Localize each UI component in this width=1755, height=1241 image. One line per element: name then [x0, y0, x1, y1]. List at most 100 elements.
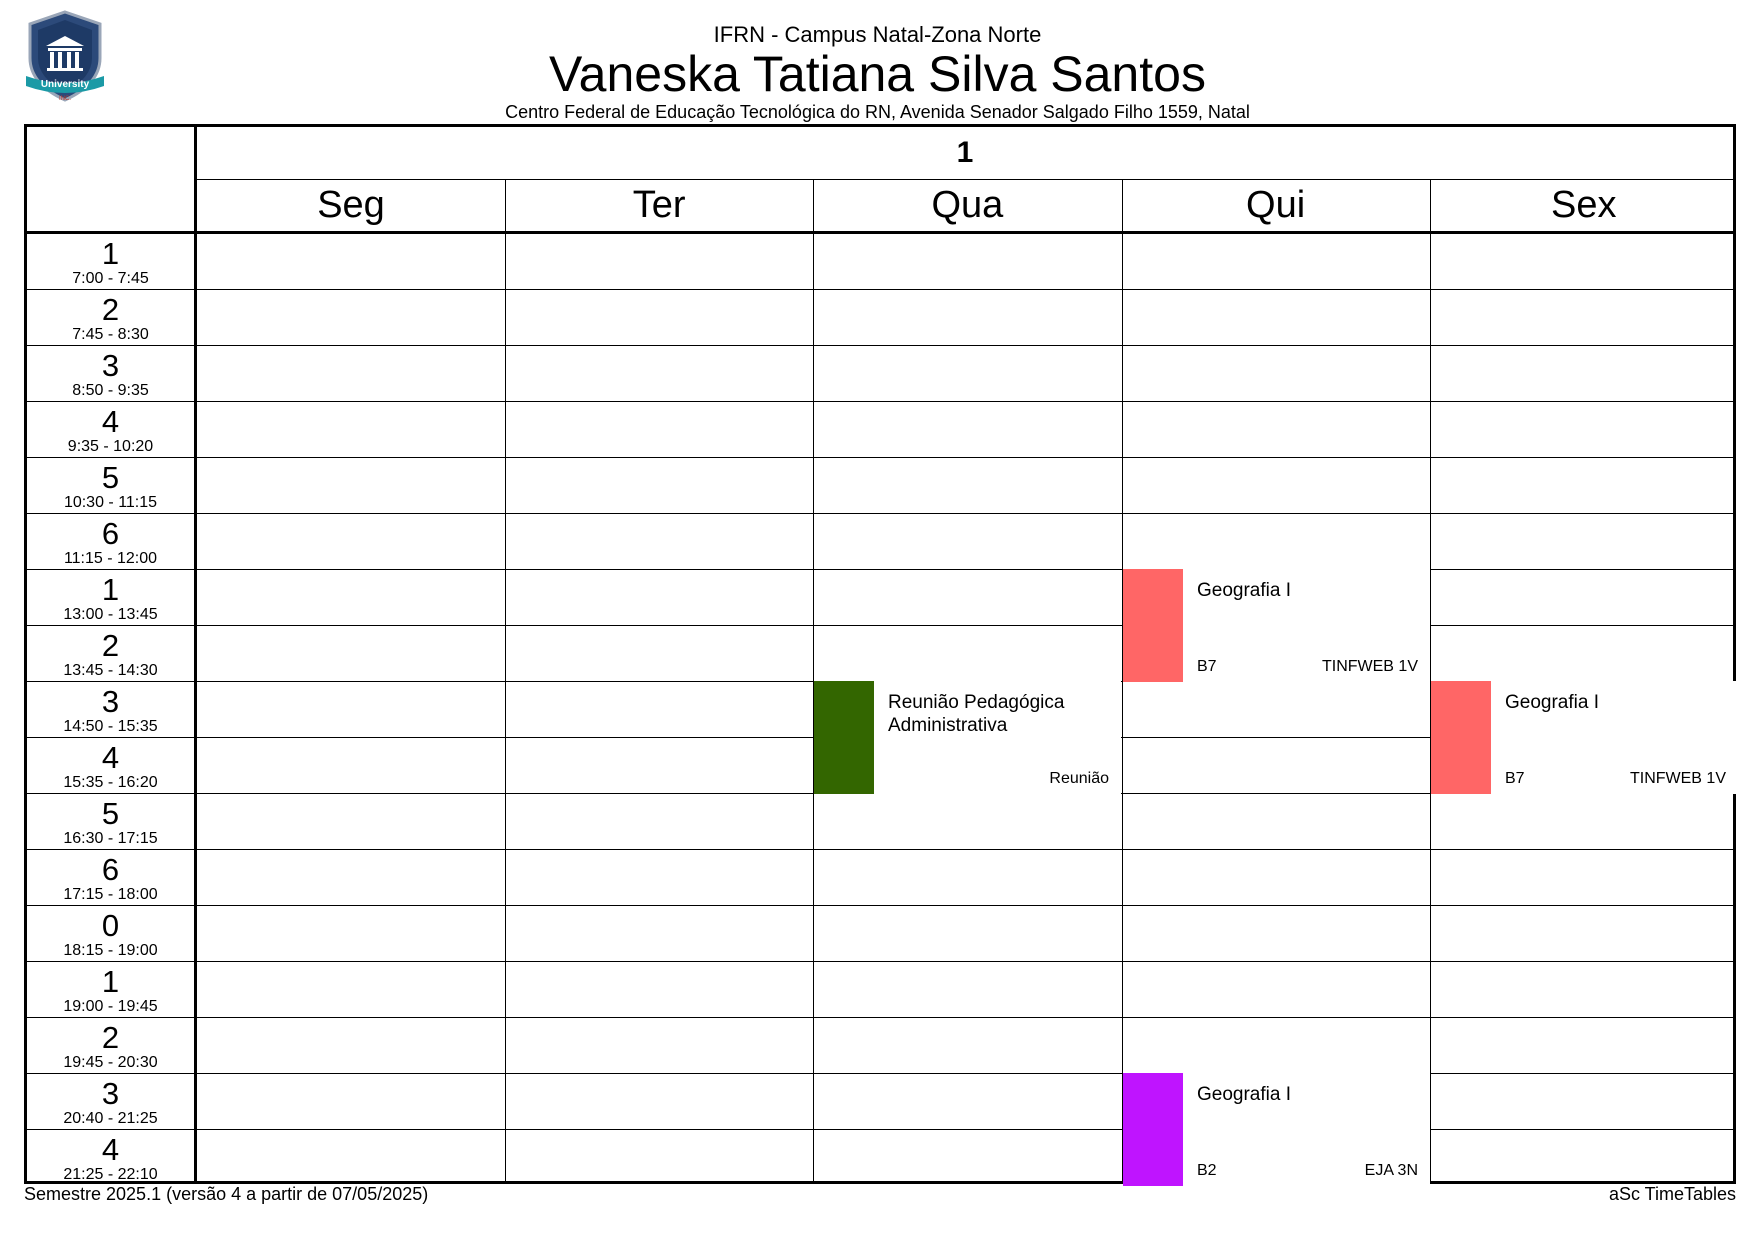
- lesson-card[interactable]: Reunião Pedagógica Administrativa Reunião: [814, 681, 1121, 794]
- teacher-name: Vaneska Tatiana Silva Santos: [549, 46, 1206, 102]
- lesson-room: B7: [1197, 658, 1217, 675]
- lesson-subject: Geografia I: [1197, 580, 1291, 601]
- period-label: 4 9:35 - 10:20: [27, 402, 194, 458]
- period-time: 19:45 - 20:30: [63, 1054, 158, 1071]
- period-number: 6: [101, 852, 120, 887]
- period-label: 2 13:45 - 14:30: [27, 626, 194, 682]
- period-label: 1 13:00 - 13:45: [27, 570, 194, 626]
- lesson-card[interactable]: Geografia I B7 TINFWEB 1V: [1123, 569, 1430, 682]
- period-number: 5: [101, 460, 120, 495]
- lesson-color-swatch: [1431, 681, 1491, 794]
- period-time: 10:30 - 11:15: [63, 494, 158, 511]
- day-column-divider: [1122, 180, 1123, 1181]
- period-number: 1: [101, 964, 120, 999]
- lesson-subject: Geografia I: [1197, 1084, 1291, 1105]
- row-divider-line: [27, 1017, 1733, 1018]
- period-number: 3: [101, 1076, 120, 1111]
- row-divider-line: [27, 345, 1733, 346]
- week-label: 1: [956, 136, 974, 169]
- period-label: 6 11:15 - 12:00: [27, 514, 194, 570]
- period-label: 5 10:30 - 11:15: [27, 458, 194, 514]
- row-divider-line: [27, 1129, 1733, 1130]
- period-time: 20:40 - 21:25: [63, 1110, 158, 1127]
- footer-app-name: aSc TimeTables: [1608, 1184, 1736, 1204]
- row-divider-line: [27, 1073, 1733, 1074]
- day-column-divider: [1430, 180, 1431, 1181]
- period-column-divider: [194, 127, 197, 1181]
- footer-version: Semestre 2025.1 (versão 4 a partir de 07…: [24, 1184, 429, 1204]
- period-number: 2: [101, 292, 120, 327]
- lesson-color-swatch: [1123, 569, 1183, 682]
- period-number: 1: [101, 236, 120, 271]
- period-time: 9:35 - 10:20: [67, 438, 154, 455]
- lesson-room: B2: [1197, 1162, 1217, 1179]
- period-time: 13:45 - 14:30: [63, 662, 158, 679]
- period-label: 2 19:45 - 20:30: [27, 1018, 194, 1074]
- period-number: 1: [101, 572, 120, 607]
- lesson-class: EJA 3N: [1364, 1162, 1418, 1179]
- row-divider-line: [27, 457, 1733, 458]
- school-name: IFRN - Campus Natal-Zona Norte: [713, 22, 1042, 47]
- day-header: Ter: [632, 184, 686, 226]
- period-label: 5 16:30 - 17:15: [27, 794, 194, 850]
- lesson-card[interactable]: Geografia I B2 EJA 3N: [1123, 1073, 1430, 1186]
- period-time: 7:00 - 7:45: [72, 270, 149, 287]
- period-time: 19:00 - 19:45: [63, 998, 158, 1015]
- period-label: 3 8:50 - 9:35: [27, 346, 194, 402]
- row-divider-line: [27, 905, 1733, 906]
- period-time: 14:50 - 15:35: [63, 718, 158, 735]
- period-time: 16:30 - 17:15: [63, 830, 158, 847]
- university-logo: University INC.: [26, 10, 104, 102]
- lesson-class: TINFWEB 1V: [1321, 658, 1418, 675]
- row-divider-line: [27, 849, 1733, 850]
- period-number: 4: [101, 404, 120, 439]
- day-header: Seg: [317, 184, 385, 226]
- row-divider-line: [27, 625, 1733, 626]
- lesson-color-swatch: [814, 681, 874, 794]
- period-time: 7:45 - 8:30: [72, 326, 149, 343]
- svg-text:INC.: INC.: [59, 96, 71, 102]
- lesson-card[interactable]: Geografia I B7 TINFWEB 1V: [1431, 681, 1738, 794]
- period-time: 11:15 - 12:00: [63, 550, 158, 567]
- row-divider-line: [27, 569, 1733, 570]
- period-label: 4 21:25 - 22:10: [27, 1130, 194, 1186]
- timetable-grid: 1 Seg Ter Qua Qui Sex 1 7:00 - 7:45 2 7:45 - 8:3…: [24, 124, 1738, 1186]
- period-label: 6 17:15 - 18:00: [27, 850, 194, 906]
- day-header: Qui: [1246, 184, 1306, 226]
- period-time: 17:15 - 18:00: [63, 886, 158, 903]
- day-column-divider: [505, 180, 506, 1181]
- day-header: Qua: [931, 184, 1004, 226]
- period-time: 15:35 - 16:20: [63, 774, 158, 791]
- week-divider-line: [197, 179, 1733, 180]
- header-divider-line: [27, 231, 1733, 234]
- period-label: 3 20:40 - 21:25: [27, 1074, 194, 1130]
- period-label: 4 15:35 - 16:20: [27, 738, 194, 794]
- row-divider-line: [27, 961, 1733, 962]
- period-number: 3: [101, 348, 120, 383]
- svg-text:University: University: [41, 79, 90, 90]
- row-divider-line: [27, 289, 1733, 290]
- period-number: 5: [101, 796, 120, 831]
- period-time: 13:00 - 13:45: [63, 606, 158, 623]
- period-number: 6: [101, 516, 120, 551]
- period-number: 2: [101, 628, 120, 663]
- lesson-class: TINFWEB 1V: [1629, 770, 1726, 787]
- period-number: 2: [101, 1020, 120, 1055]
- period-label: 1 19:00 - 19:45: [27, 962, 194, 1018]
- lesson-color-swatch: [1123, 1073, 1183, 1186]
- period-label: 0 18:15 - 19:00: [27, 906, 194, 962]
- day-column-divider: [813, 180, 814, 1181]
- row-divider-line: [27, 513, 1733, 514]
- period-label: 1 7:00 - 7:45: [27, 234, 194, 290]
- school-address: Centro Federal de Educação Tecnológica d…: [505, 102, 1250, 122]
- period-time: 18:15 - 19:00: [63, 942, 158, 959]
- day-header: Sex: [1551, 184, 1617, 226]
- period-number: 4: [101, 740, 120, 775]
- lesson-class: Reunião: [1049, 770, 1109, 787]
- lesson-room: B7: [1505, 770, 1525, 787]
- period-label: 3 14:50 - 15:35: [27, 682, 194, 738]
- period-number: 0: [101, 908, 120, 943]
- lesson-subject: Reunião Pedagógica Administrativa: [888, 692, 1065, 736]
- period-time: 21:25 - 22:10: [63, 1166, 158, 1183]
- period-label: 2 7:45 - 8:30: [27, 290, 194, 346]
